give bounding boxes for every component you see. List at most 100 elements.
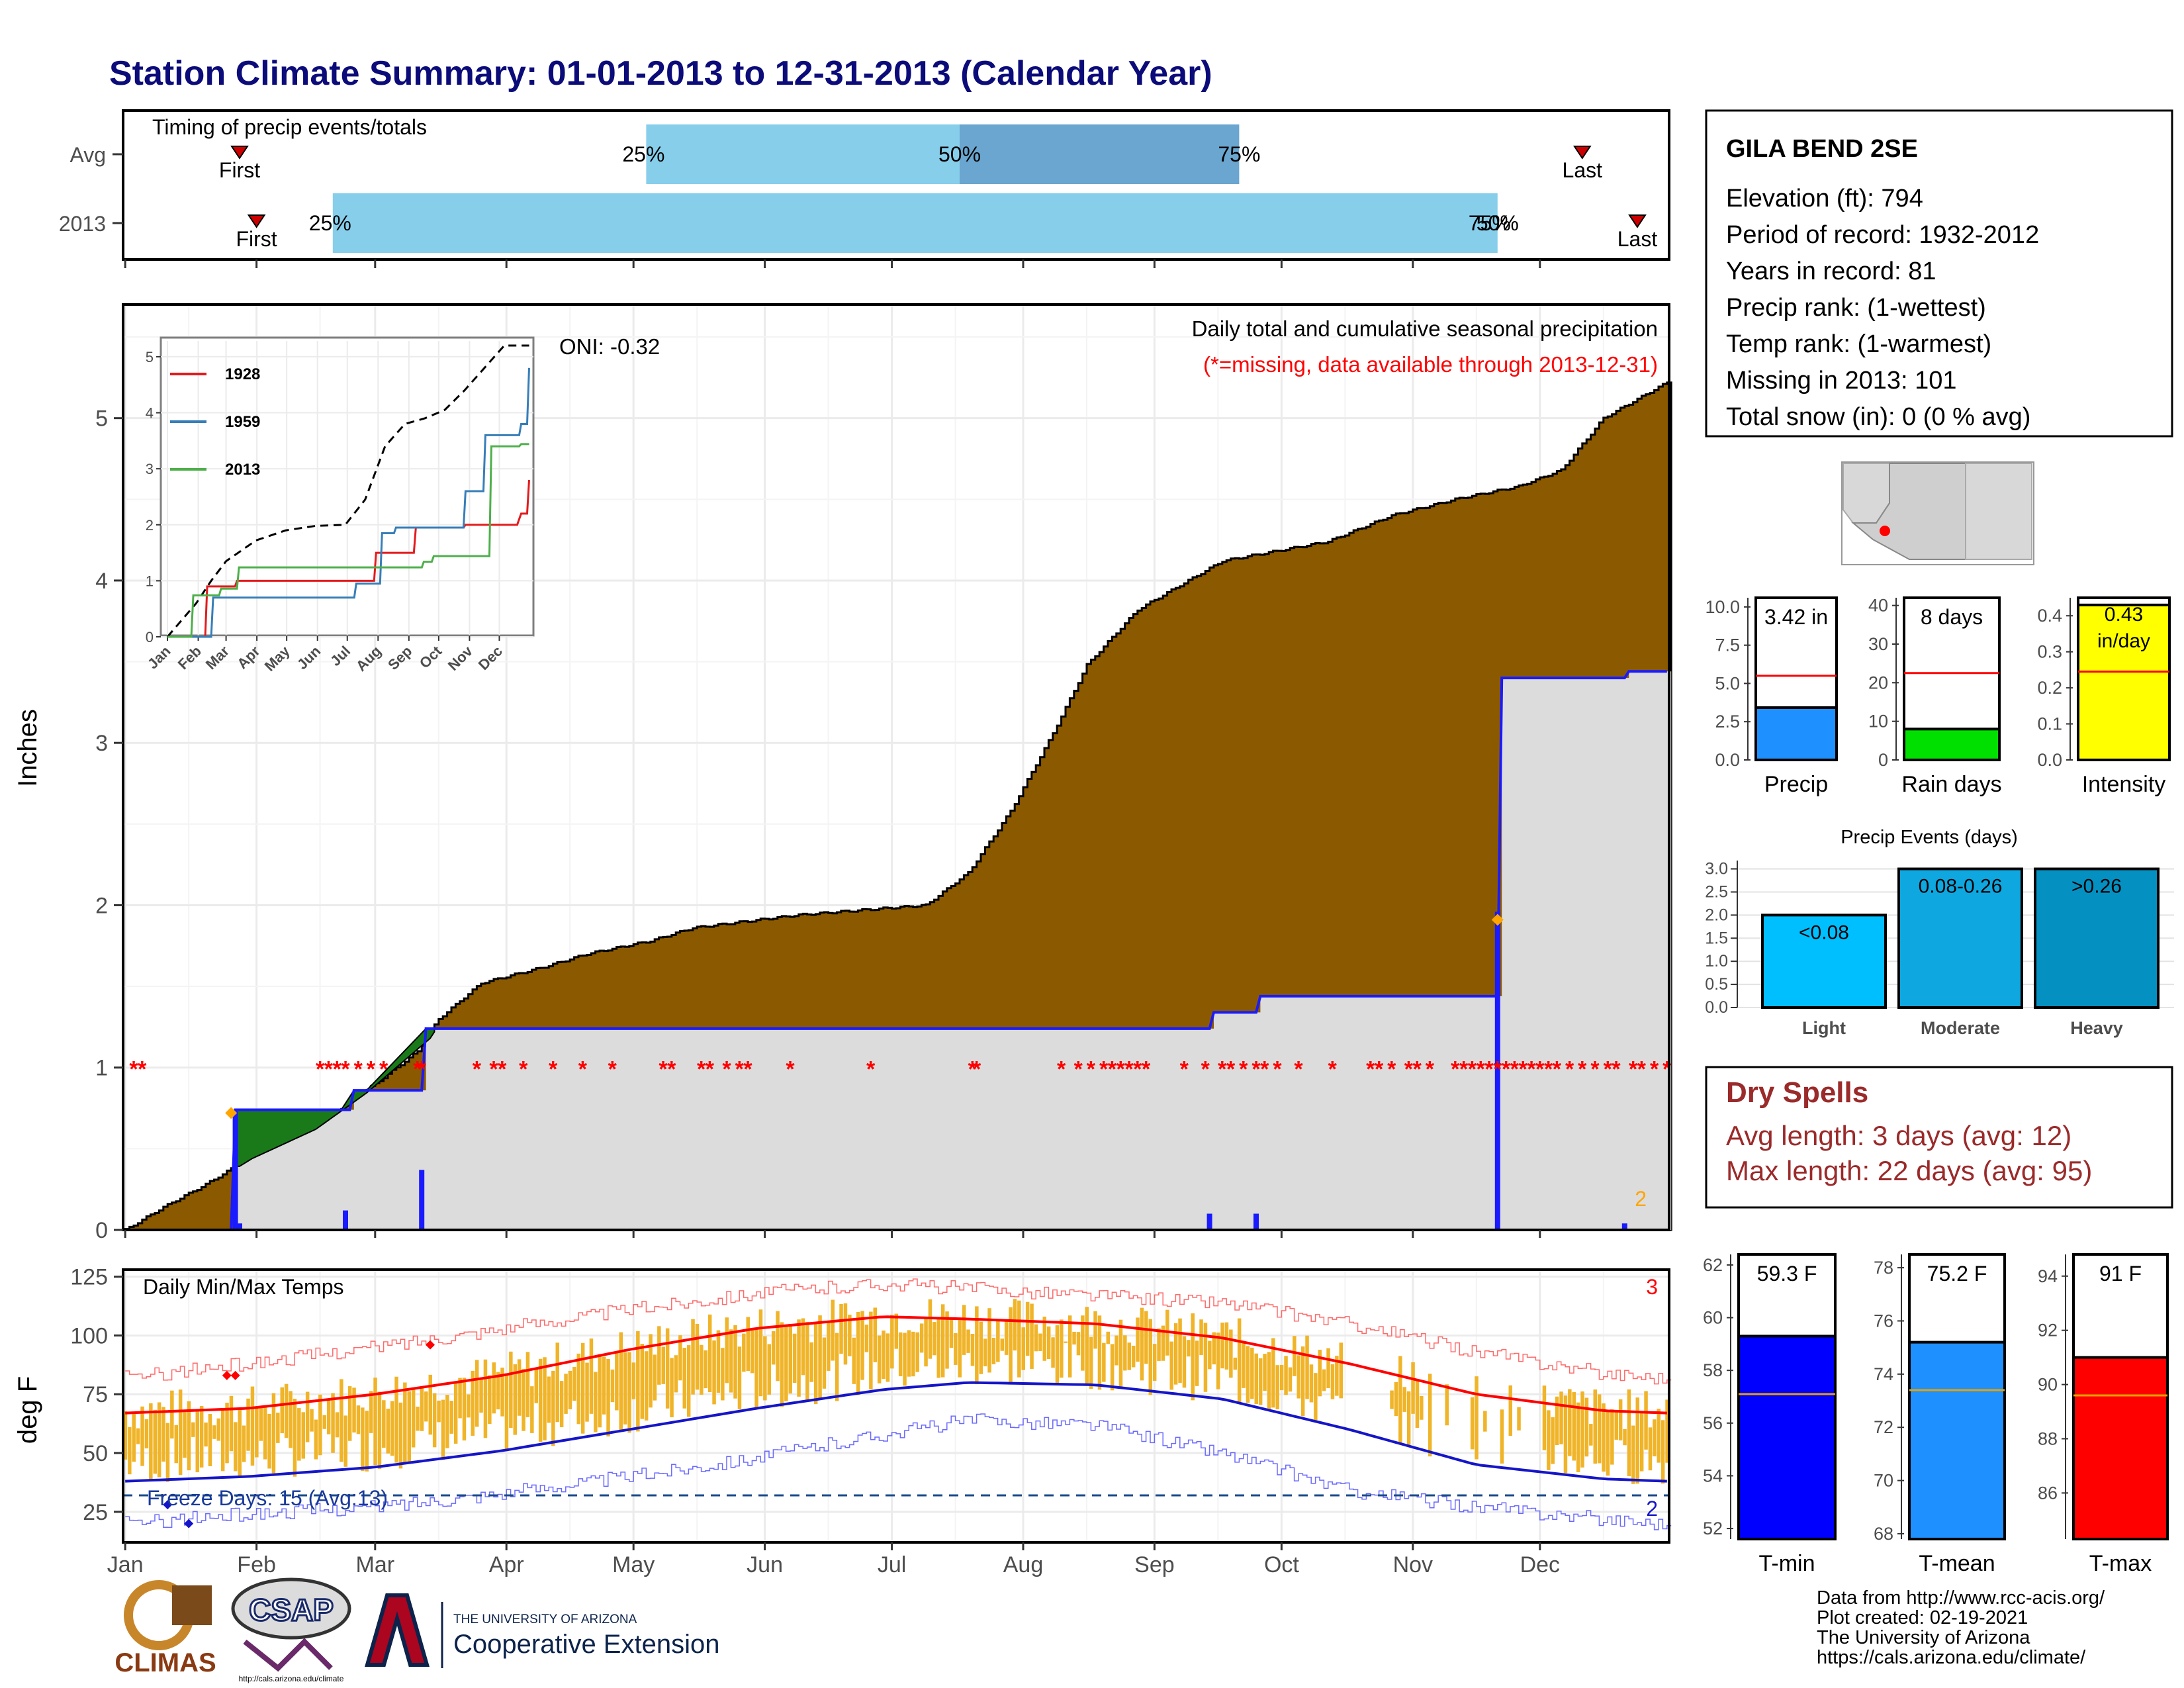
daily-temp-range-bar xyxy=(991,1337,996,1364)
daily-temp-range-bar xyxy=(132,1413,136,1462)
daily-temp-range-bar xyxy=(827,1322,831,1371)
daily-temp-range-bar xyxy=(445,1394,449,1448)
daily-temp-range-bar xyxy=(165,1423,170,1482)
daily-temp-range-bar xyxy=(547,1376,551,1423)
daily-precip-bar xyxy=(232,1109,238,1230)
daily-temp-range-bar xyxy=(1034,1324,1038,1352)
events-category-label: Moderate xyxy=(1921,1018,2000,1038)
missing-day-marker: * xyxy=(1260,1057,1269,1082)
daily-temp-range-bar xyxy=(1089,1336,1093,1389)
daily-temp-range-bar xyxy=(665,1328,670,1409)
daily-precip-bar xyxy=(1206,1213,1212,1230)
daily-temp-range-bar xyxy=(1559,1391,1563,1444)
daily-temp-range-bar xyxy=(682,1348,686,1409)
daily-temp-range-bar xyxy=(805,1322,809,1401)
daily-temp-range-bar xyxy=(644,1351,649,1421)
timing-bar-q50-q75 xyxy=(960,124,1240,184)
missing-day-marker: * xyxy=(1493,1057,1502,1082)
mini-bar-0-value-bar xyxy=(1754,706,1838,762)
daily-temp-range-bar xyxy=(700,1344,704,1395)
daily-temp-range-bar xyxy=(1254,1353,1258,1404)
daily-temp-range-bar xyxy=(416,1406,420,1431)
daily-temp-range-bar xyxy=(915,1332,919,1372)
daily-temp-range-bar xyxy=(1131,1345,1136,1368)
daily-temp-range-bar xyxy=(1106,1331,1110,1344)
daily-temp-range-bar xyxy=(326,1399,331,1434)
daily-temp-range-bar xyxy=(1390,1390,1394,1409)
month-label: Aug xyxy=(1003,1552,1044,1577)
daily-temp-range-bar xyxy=(301,1412,305,1459)
daily-temp-range-bar xyxy=(1411,1362,1415,1414)
daily-temp-range-bar xyxy=(860,1311,864,1380)
daily-temp-range-bar xyxy=(534,1368,538,1403)
station-line: Elevation (ft): 794 xyxy=(1726,185,1923,212)
daily-temp-range-bar xyxy=(1271,1338,1275,1408)
daily-temp-range-bar xyxy=(229,1395,234,1452)
cumulative-2013-line xyxy=(125,670,1667,1231)
temp-bar-2-y-tick-label: 92 xyxy=(2038,1321,2058,1340)
month-label: Apr xyxy=(489,1552,524,1577)
daily-temp-range-bar xyxy=(704,1350,707,1389)
timing-panel: Timing of precip events/totals Avg 25% 50%… xyxy=(59,109,1670,268)
missing-day-marker: * xyxy=(1108,1057,1117,1082)
daily-temp-range-bar xyxy=(1648,1427,1653,1471)
locator-map xyxy=(1841,461,2034,565)
daily-temp-range-bar xyxy=(483,1359,488,1438)
csap-logo-mountains xyxy=(243,1638,333,1672)
daily-temp-range-bar xyxy=(649,1334,653,1408)
inset-y-tick-label: 1 xyxy=(146,573,154,589)
mini-bar-2-chart: 0.0 0.1 0.2 0.3 0.4 0.43 in/day Intensity xyxy=(2037,596,2171,797)
csap-logo-url: http://cals.arizona.edu/climate xyxy=(239,1674,344,1683)
timing-first-label: First xyxy=(219,158,260,182)
daily-temp-range-bar xyxy=(174,1425,178,1464)
missing-day-marker: * xyxy=(1124,1057,1134,1082)
daily-temp-range-bar xyxy=(153,1409,157,1474)
daily-temp-range-bar xyxy=(1212,1332,1216,1365)
daily-temp-range-bar xyxy=(191,1422,195,1437)
missing-day-marker: * xyxy=(1510,1057,1520,1082)
daily-temp-range-bar xyxy=(987,1308,991,1373)
precip-y-tick-label: 5 xyxy=(95,406,108,432)
daily-temp-range-bar xyxy=(492,1362,496,1414)
daily-temp-range-bar xyxy=(1415,1379,1420,1428)
daily-temp-range-bar xyxy=(1402,1387,1406,1412)
mini-bar-0-category-label: Precip xyxy=(1764,772,1828,797)
temp-bar-1-y-tick-label: 72 xyxy=(1874,1417,1893,1437)
daily-temp-range-bar xyxy=(340,1379,343,1462)
mini-bar-2-y-tick-label: 0.2 xyxy=(2037,678,2062,698)
daily-temp-range-bar xyxy=(1237,1318,1242,1403)
daily-temp-range-bar xyxy=(530,1386,534,1433)
temp-count-bottom: 2 xyxy=(1646,1497,1658,1521)
station-name: GILA BEND 2SE xyxy=(1726,135,1918,163)
daily-temp-range-bar xyxy=(767,1344,771,1395)
mini-bar-1-chart: 0 10 20 30 40 8 days Rain days xyxy=(1868,596,2002,797)
university-of-arizona-logo: THE UNIVERSITY OF ARIZONA Cooperative Ex… xyxy=(365,1593,719,1668)
precip-y-tick-label: 3 xyxy=(95,731,108,756)
daily-temp-range-bar xyxy=(1233,1357,1237,1370)
daily-temp-range-bar xyxy=(572,1366,576,1401)
credit-line: https://cals.arizona.edu/climate/ xyxy=(1817,1647,2086,1668)
daily-temp-range-bar xyxy=(979,1321,983,1374)
station-line: Temp rank: (1-warmest) xyxy=(1726,330,1991,358)
missing-day-marker: * xyxy=(367,1057,376,1082)
daily-temp-range-bar xyxy=(318,1394,322,1456)
daily-temp-range-bar xyxy=(949,1318,954,1348)
daily-temp-range-bar xyxy=(737,1346,742,1409)
daily-temp-range-bar xyxy=(1398,1356,1402,1444)
daily-temp-range-bar xyxy=(1246,1346,1250,1403)
missing-day-marker: * xyxy=(549,1057,558,1082)
mini-bar-2-y-tick-label: 0.1 xyxy=(2037,714,2062,734)
daily-temp-range-bar xyxy=(1152,1344,1157,1381)
daily-temp-range-bar xyxy=(788,1323,792,1394)
daily-temp-range-bar xyxy=(1093,1311,1097,1349)
inset-legend-label: 1928 xyxy=(225,365,260,383)
daily-temp-range-bar xyxy=(525,1352,530,1417)
timing-bar-q25-q50 xyxy=(646,124,960,184)
daily-temp-range-bar xyxy=(594,1372,598,1432)
daily-temp-range-bar xyxy=(1004,1321,1009,1355)
events-bar-light xyxy=(1761,914,1887,1009)
daily-temp-range-bar xyxy=(843,1303,848,1365)
daily-temp-range-bar xyxy=(623,1352,627,1425)
missing-day-marker: * xyxy=(489,1057,498,1082)
daily-temp-range-bar xyxy=(538,1358,543,1442)
